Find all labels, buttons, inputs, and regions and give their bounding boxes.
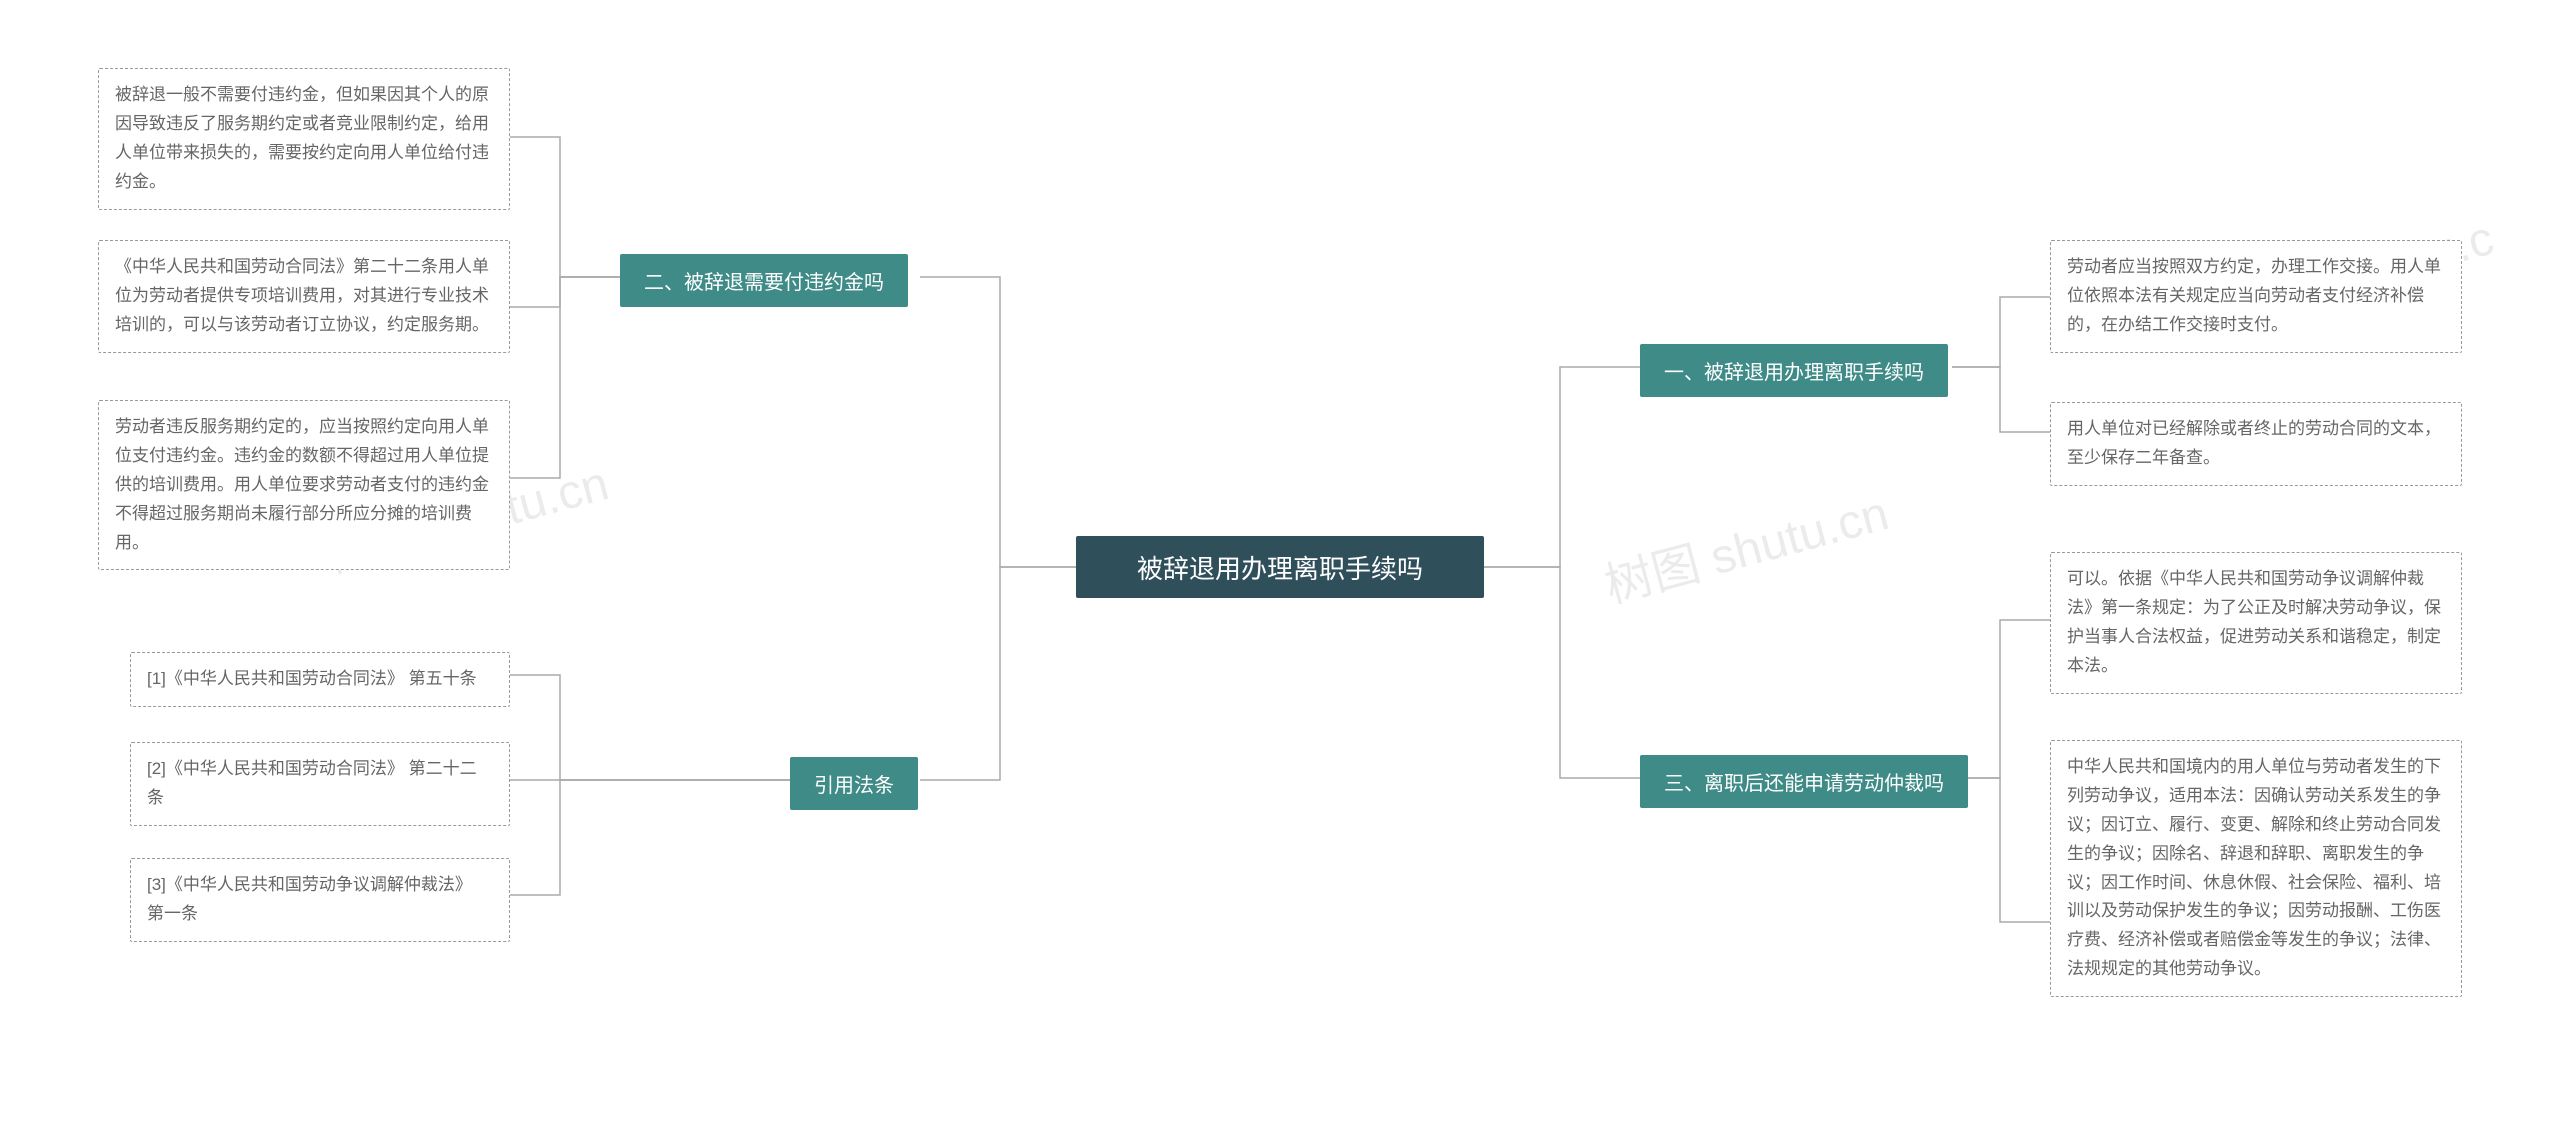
leaf-node: 劳动者应当按照双方约定，办理工作交接。用人单位依照本法有关规定应当向劳动者支付经…	[2050, 240, 2462, 353]
leaf-text: 被辞退一般不需要付违约金，但如果因其个人的原因导致违反了服务期约定或者竞业限制约…	[115, 85, 489, 191]
leaf-text: [2]《中华人民共和国劳动合同法》 第二十二条	[147, 759, 477, 807]
leaf-text: 劳动者应当按照双方约定，办理工作交接。用人单位依照本法有关规定应当向劳动者支付经…	[2067, 257, 2441, 334]
leaf-text: 用人单位对已经解除或者终止的劳动合同的文本，至少保存二年备查。	[2067, 419, 2441, 467]
leaf-node: [2]《中华人民共和国劳动合同法》 第二十二条	[130, 742, 510, 826]
branch-label: 引用法条	[814, 775, 894, 797]
branch-label: 一、被辞退用办理离职手续吗	[1664, 362, 1924, 384]
watermark: 树图 shutu.cn	[1596, 474, 1895, 617]
branch-node-1: 一、被辞退用办理离职手续吗	[1640, 344, 1948, 397]
branch-node-2: 二、被辞退需要付违约金吗	[620, 254, 908, 307]
leaf-node: [3]《中华人民共和国劳动争议调解仲裁法》 第一条	[130, 858, 510, 942]
leaf-text: 可以。依据《中华人民共和国劳动争议调解仲裁法》第一条规定：为了公正及时解决劳动争…	[2067, 569, 2441, 675]
center-label: 被辞退用办理离职手续吗	[1137, 549, 1423, 586]
branch-label: 二、被辞退需要付违约金吗	[644, 272, 884, 294]
branch-label: 三、离职后还能申请劳动仲裁吗	[1664, 773, 1944, 795]
branch-citations: 引用法条	[790, 757, 918, 810]
leaf-node: [1]《中华人民共和国劳动合同法》 第五十条	[130, 652, 510, 707]
leaf-text: 中华人民共和国境内的用人单位与劳动者发生的下列劳动争议，适用本法：因确认劳动关系…	[2067, 757, 2441, 978]
leaf-text: 《中华人民共和国劳动合同法》第二十二条用人单位为劳动者提供专项培训费用，对其进行…	[115, 257, 489, 334]
leaf-node: 用人单位对已经解除或者终止的劳动合同的文本，至少保存二年备查。	[2050, 402, 2462, 486]
leaf-node: 中华人民共和国境内的用人单位与劳动者发生的下列劳动争议，适用本法：因确认劳动关系…	[2050, 740, 2462, 997]
leaf-text: 劳动者违反服务期约定的，应当按照约定向用人单位支付违约金。违约金的数额不得超过用…	[115, 417, 489, 552]
mindmap-center-node: 被辞退用办理离职手续吗	[1076, 536, 1484, 598]
leaf-node: 可以。依据《中华人民共和国劳动争议调解仲裁法》第一条规定：为了公正及时解决劳动争…	[2050, 552, 2462, 694]
leaf-node: 《中华人民共和国劳动合同法》第二十二条用人单位为劳动者提供专项培训费用，对其进行…	[98, 240, 510, 353]
leaf-node: 劳动者违反服务期约定的，应当按照约定向用人单位支付违约金。违约金的数额不得超过用…	[98, 400, 510, 570]
leaf-text: [1]《中华人民共和国劳动合同法》 第五十条	[147, 669, 477, 688]
leaf-text: [3]《中华人民共和国劳动争议调解仲裁法》 第一条	[147, 875, 472, 923]
branch-node-3: 三、离职后还能申请劳动仲裁吗	[1640, 755, 1968, 808]
leaf-node: 被辞退一般不需要付违约金，但如果因其个人的原因导致违反了服务期约定或者竞业限制约…	[98, 68, 510, 210]
